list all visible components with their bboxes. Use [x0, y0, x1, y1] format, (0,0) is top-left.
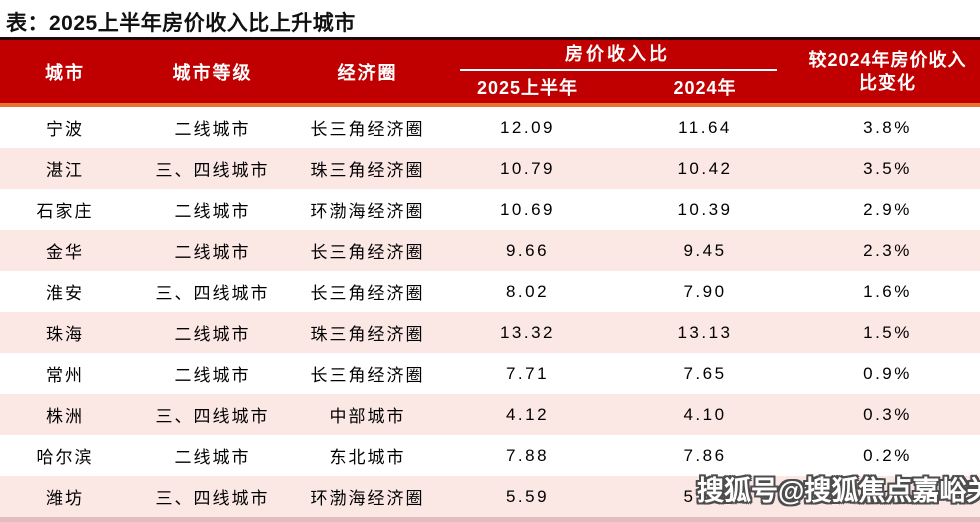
cell-change: 3.5% [863, 158, 912, 178]
cell-ratio-2024: 7.65 [683, 363, 727, 383]
table-row: 淮安 三、四线城市 长三角经济圈 8.02 7.90 1.6% [0, 271, 980, 312]
cell-ratio-2024: 11.64 [678, 117, 732, 137]
cell-ratio-2025h1: 7.88 [505, 445, 550, 465]
cell-change: 0.3% [863, 404, 912, 424]
cell-city: 石家庄 [36, 202, 94, 221]
cell-tier: 二线城市 [174, 366, 251, 385]
cell-region: 长三角经济圈 [310, 366, 425, 385]
cell-tier: 三、四线城市 [155, 489, 270, 508]
header-group-divider [460, 69, 777, 71]
cell-city: 株洲 [46, 407, 84, 426]
header-change-line2: 比变化 [859, 72, 916, 93]
cell-change: 1.6% [863, 281, 912, 301]
header-change-line1: 较2024年房价收入 [808, 49, 967, 70]
table-row: 珠海 二线城市 珠三角经济圈 13.32 13.13 1.5% [0, 312, 980, 353]
header-ratio-subrow: 2025上半年 2024年 [440, 71, 795, 103]
table-row: 宁波 二线城市 长三角经济圈 12.09 11.64 3.8% [0, 107, 980, 148]
cell-change: 0.2% [863, 445, 912, 465]
cell-region: 珠三角经济圈 [310, 325, 425, 344]
cell-city: 珠海 [46, 325, 84, 344]
cell-tier: 二线城市 [174, 243, 251, 262]
cell-ratio-2024: 7.90 [683, 281, 727, 301]
cell-tier: 三、四线城市 [155, 161, 270, 180]
cell-ratio-2025h1: 10.69 [499, 199, 556, 219]
cell-ratio-2024: 10.39 [677, 199, 733, 219]
cell-ratio-2025h1: 5.59 [505, 486, 550, 506]
cell-city: 湛江 [46, 161, 84, 180]
cell-tier: 三、四线城市 [155, 407, 270, 426]
header-change: 较2024年房价收入 比变化 [795, 40, 980, 103]
header-ratio-group-label: 房价收入比 [565, 44, 670, 64]
header-ratio-group: 房价收入比 2025上半年 2024年 [440, 40, 795, 103]
cell-ratio-2025h1: 7.71 [505, 363, 550, 383]
cell-region: 长三角经济圈 [310, 284, 425, 303]
table-bottom-border [0, 517, 980, 522]
table-title: 表：2025上半年房价收入比上升城市 [6, 12, 356, 35]
cell-ratio-2024: 9.45 [683, 240, 727, 260]
cell-city: 宁波 [46, 120, 84, 139]
cell-region: 环渤海经济圈 [310, 202, 425, 221]
cell-tier: 二线城市 [174, 202, 251, 221]
cell-change: 2.3% [863, 240, 912, 260]
cell-ratio-2025h1: 12.09 [499, 117, 556, 137]
cell-change: 2.9% [863, 199, 912, 219]
table-header: 城市 城市等级 经济圈 房价收入比 2025上半年 2024年 较2024年房价… [0, 37, 980, 107]
cell-ratio-2025h1: 13.32 [499, 322, 556, 342]
table-body: 宁波 二线城市 长三角经济圈 12.09 11.64 3.8% 湛江 三、四线城市 珠三角经济圈… [0, 107, 980, 522]
cell-region: 长三角经济圈 [310, 120, 425, 139]
table-row: 株洲 三、四线城市 中部城市 4.12 4.10 0.3% [0, 394, 980, 435]
header-tier: 城市等级 [172, 62, 253, 83]
cell-region: 长三角经济圈 [310, 243, 425, 262]
cell-region: 中部城市 [329, 407, 406, 426]
cell-city: 金华 [46, 243, 84, 262]
cell-ratio-2025h1: 10.79 [499, 158, 556, 178]
cell-region: 东北城市 [329, 448, 406, 467]
cell-ratio-2024: 13.13 [677, 322, 733, 342]
cell-ratio-2025h1: 4.12 [505, 404, 550, 424]
cell-city: 潍坊 [46, 489, 84, 508]
cell-ratio-2025h1: 8.02 [505, 281, 550, 301]
cell-region: 珠三角经济圈 [310, 161, 425, 180]
cell-tier: 二线城市 [174, 325, 251, 344]
table-row: 潍坊 三、四线城市 环渤海经济圈 5.59 5.58 0.2% [0, 476, 980, 517]
cell-tier: 二线城市 [174, 120, 251, 139]
table-row: 常州 二线城市 长三角经济圈 7.71 7.65 0.9% [0, 353, 980, 394]
cell-ratio-2025h1: 9.66 [505, 240, 550, 260]
watermark-sohu: 搜狐号@搜狐焦点嘉峪关站 [697, 476, 980, 506]
cell-change: 0.2% [863, 486, 912, 506]
header-region: 经济圈 [337, 62, 398, 83]
header-2024: 2024年 [673, 78, 737, 98]
cell-region: 环渤海经济圈 [310, 489, 425, 508]
header-2025h1: 2025上半年 [476, 78, 579, 98]
table-row: 哈尔滨 二线城市 东北城市 7.88 7.86 0.2% [0, 435, 980, 476]
cell-city: 淮安 [46, 284, 84, 303]
cell-tier: 三、四线城市 [155, 284, 270, 303]
cell-city: 常州 [46, 366, 84, 385]
header-city: 城市 [45, 62, 85, 83]
cell-ratio-2024: 10.42 [677, 158, 733, 178]
table-row: 石家庄 二线城市 环渤海经济圈 10.69 10.39 2.9% [0, 189, 980, 230]
cell-change: 1.5% [863, 322, 912, 342]
table-row: 金华 二线城市 长三角经济圈 9.66 9.45 2.3% [0, 230, 980, 271]
cell-city: 哈尔滨 [36, 448, 94, 467]
table-row: 湛江 三、四线城市 珠三角经济圈 10.79 10.42 3.5% [0, 148, 980, 189]
cell-ratio-2024: 4.10 [683, 404, 727, 424]
cell-tier: 二线城市 [174, 448, 251, 467]
cell-ratio-2024: 7.86 [683, 445, 727, 465]
cell-change: 3.8% [863, 117, 912, 137]
cell-change: 0.9% [863, 363, 912, 383]
cell-ratio-2024: 5.58 [683, 486, 727, 506]
